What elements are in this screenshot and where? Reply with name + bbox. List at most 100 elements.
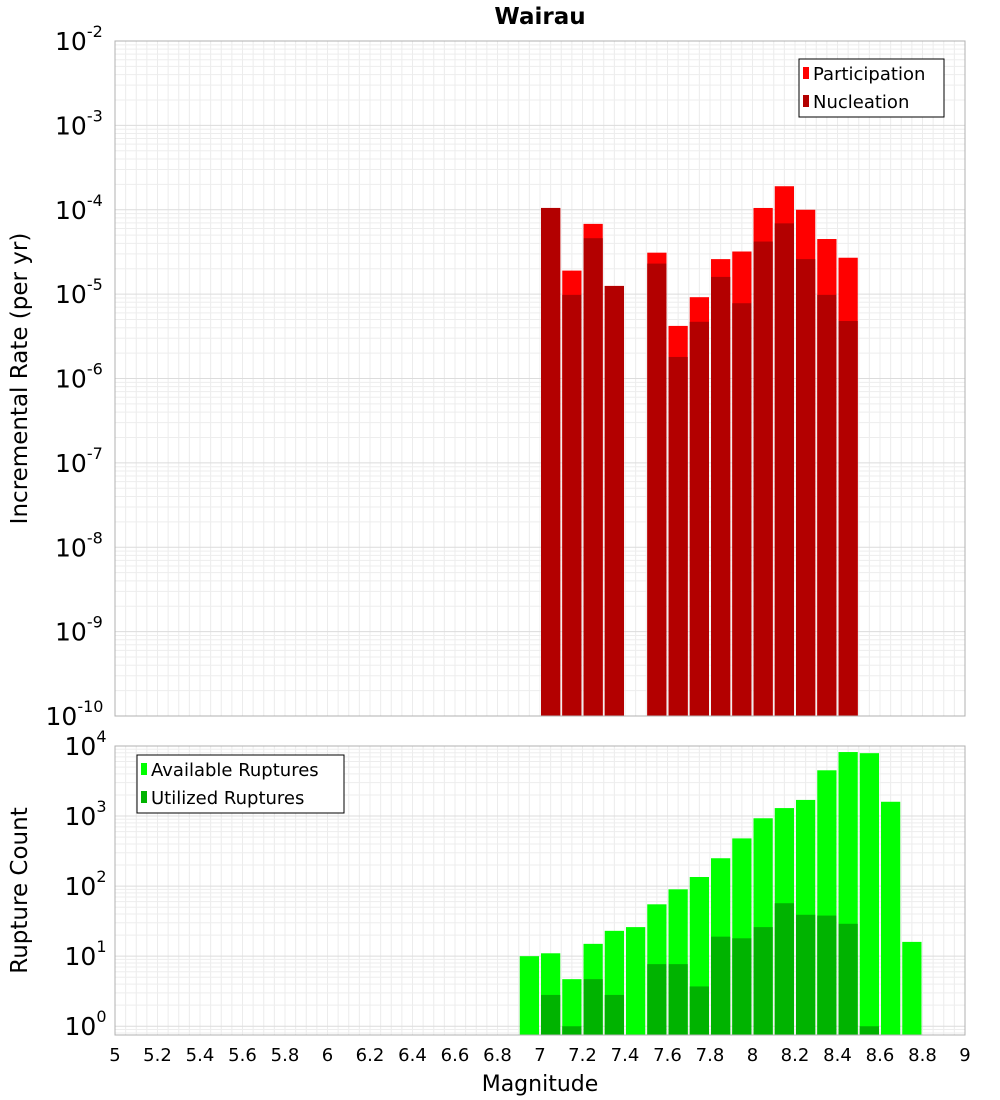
bar-nucleation xyxy=(817,294,837,716)
y-tick-exponent: 1 xyxy=(96,937,106,956)
bar-nucleation xyxy=(774,223,794,716)
y-tick-base: 10 xyxy=(55,618,87,647)
bar-available-ruptures xyxy=(562,979,582,1035)
x-tick-label: 6.2 xyxy=(356,1045,385,1066)
bar-nucleation xyxy=(604,285,624,716)
bar-utilized-ruptures xyxy=(562,1026,582,1035)
panel-rates: 10-1010-910-810-710-610-510-410-310-2Inc… xyxy=(7,4,966,731)
y-tick-exponent: -9 xyxy=(87,613,103,632)
bar-utilized-ruptures xyxy=(604,994,624,1035)
y-tick-base: 10 xyxy=(55,27,87,56)
x-tick-label: 6.6 xyxy=(441,1045,470,1066)
x-tick-label: 6.8 xyxy=(483,1045,512,1066)
bar-utilized-ruptures xyxy=(583,979,603,1035)
y-tick-label: 10-9 xyxy=(55,613,103,647)
y-tick-label: 10-5 xyxy=(55,275,103,309)
y-tick-base: 10 xyxy=(65,872,97,901)
bar-nucleation xyxy=(647,263,667,716)
y-tick-base: 10 xyxy=(55,280,87,309)
y-tick-exponent: -4 xyxy=(87,191,103,210)
bar-utilized-ruptures xyxy=(668,964,688,1035)
x-tick-label: 7.2 xyxy=(568,1045,597,1066)
bar-utilized-ruptures xyxy=(838,923,858,1035)
x-tick-label: 8.4 xyxy=(823,1045,852,1066)
bar-nucleation xyxy=(796,259,816,716)
y-tick-exponent: -8 xyxy=(87,528,103,547)
x-tick-label: 9 xyxy=(959,1045,970,1066)
y-tick-base: 10 xyxy=(55,196,87,225)
legend-box xyxy=(798,58,945,118)
plot-frame xyxy=(114,40,966,717)
y-tick-base: 10 xyxy=(46,702,78,731)
x-tick-label: 8.2 xyxy=(781,1045,810,1066)
bar-nucleation xyxy=(732,303,752,716)
plot-frame xyxy=(114,745,966,1036)
legend-label: Available Ruptures xyxy=(151,760,319,781)
y-tick-label: 104 xyxy=(65,727,107,761)
legend: Participation Nucleation xyxy=(798,58,945,118)
y-tick-base: 10 xyxy=(55,533,87,562)
y-tick-exponent: 4 xyxy=(96,727,106,746)
y-tick-exponent: 3 xyxy=(96,797,106,816)
x-tick-label: 5.4 xyxy=(186,1045,215,1066)
y-tick-exponent: 0 xyxy=(96,1007,106,1026)
bar-utilized-ruptures xyxy=(647,964,667,1035)
y-tick-exponent: -2 xyxy=(87,22,103,41)
bar-utilized-ruptures xyxy=(774,903,794,1035)
y-tick-base: 10 xyxy=(55,449,87,478)
legend-swatch xyxy=(141,791,147,803)
y-tick-label: 10-6 xyxy=(55,360,103,394)
y-tick-base: 10 xyxy=(55,365,87,394)
bar-available-ruptures xyxy=(626,927,646,1035)
y-tick-exponent: 2 xyxy=(96,867,106,886)
y-tick-label: 10-4 xyxy=(55,191,103,225)
x-tick-label: 7.6 xyxy=(653,1045,682,1066)
bar-available-ruptures xyxy=(902,941,922,1035)
x-tick-label: 8 xyxy=(747,1045,758,1066)
y-tick-label: 10-8 xyxy=(55,528,103,562)
x-tick-label: 7.4 xyxy=(611,1045,640,1066)
y-tick-label: 100 xyxy=(65,1007,107,1041)
legend-label: Participation xyxy=(813,64,925,85)
y-tick-base: 10 xyxy=(55,111,87,140)
y-tick-label: 10-7 xyxy=(55,444,103,478)
x-tick-label: 6 xyxy=(322,1045,333,1066)
x-tick-label: 5.2 xyxy=(143,1045,172,1066)
y-tick-label: 101 xyxy=(65,937,107,971)
bar-utilized-ruptures xyxy=(541,994,561,1035)
x-tick-label: 6.4 xyxy=(398,1045,427,1066)
y-tick-base: 10 xyxy=(65,732,97,761)
bar-nucleation xyxy=(668,356,688,716)
bar-nucleation xyxy=(838,321,858,716)
x-tick-label: 7.8 xyxy=(696,1045,725,1066)
x-tick-label: 5 xyxy=(109,1045,120,1066)
y-tick-exponent: -3 xyxy=(87,106,103,125)
y-tick-label: 102 xyxy=(65,867,107,901)
legend: Available Ruptures Utilized Ruptures xyxy=(136,754,345,814)
y-tick-label: 103 xyxy=(65,797,107,831)
x-axis-label: Magnitude xyxy=(482,1072,599,1097)
x-tick-label: 5.8 xyxy=(271,1045,300,1066)
legend-swatch xyxy=(141,763,147,775)
bar-utilized-ruptures xyxy=(732,938,752,1035)
y-tick-exponent: -10 xyxy=(77,697,103,716)
bar-utilized-ruptures xyxy=(796,914,816,1035)
legend-box xyxy=(136,754,345,814)
x-tick-label: 8.6 xyxy=(866,1045,895,1066)
x-tick-label: 8.8 xyxy=(908,1045,937,1066)
y-tick-label: 10-3 xyxy=(55,106,103,140)
bar-utilized-ruptures xyxy=(689,986,709,1035)
bar-nucleation xyxy=(541,207,561,716)
legend-label: Utilized Ruptures xyxy=(151,788,304,809)
y-tick-base: 10 xyxy=(65,942,97,971)
y-tick-exponent: -6 xyxy=(87,360,103,379)
x-tick-label: 5.6 xyxy=(228,1045,257,1066)
legend-label: Nucleation xyxy=(813,92,909,113)
x-tick-label: 7 xyxy=(534,1045,545,1066)
bar-nucleation xyxy=(562,294,582,716)
y-axis-label: Incremental Rate (per yr) xyxy=(7,233,33,525)
y-tick-base: 10 xyxy=(65,1012,97,1041)
bar-utilized-ruptures xyxy=(711,936,731,1035)
